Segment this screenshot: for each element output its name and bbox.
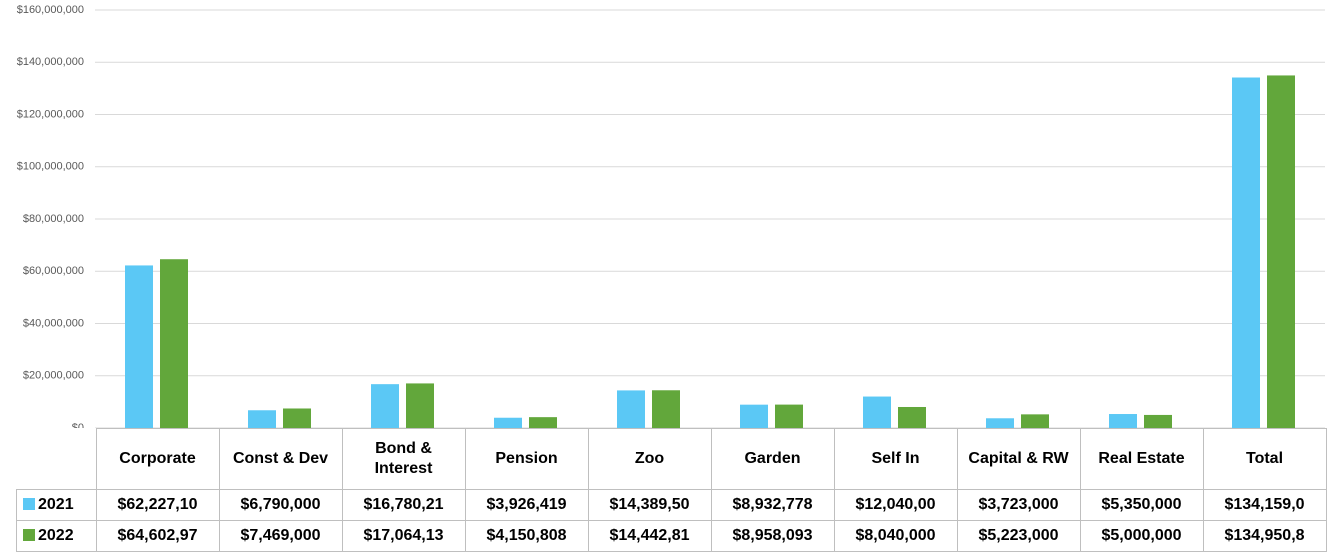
bar xyxy=(863,396,891,428)
bar xyxy=(1021,414,1049,428)
value-cell: $16,780,21 xyxy=(341,489,466,521)
bar xyxy=(529,417,557,428)
bar xyxy=(1144,414,1172,428)
corner xyxy=(16,428,97,490)
value-cell: $5,350,000 xyxy=(1079,489,1204,521)
value-cell: $5,000,000 xyxy=(1079,520,1204,552)
legend-cell: 2022 xyxy=(16,520,97,552)
value-cell: $17,064,13 xyxy=(341,520,466,552)
bar xyxy=(898,406,926,428)
data-table: Corporate Const & Dev Bond & Interest Pensi… xyxy=(16,428,1327,552)
bar xyxy=(125,265,153,428)
chart: $0 $20,000,000 $40,000,000 $60,000,000 $80,0… xyxy=(17,4,1325,428)
value-cell: $7,469,000 xyxy=(218,520,343,552)
y-tick-label: $0 xyxy=(72,422,84,428)
y-tick-label: $160,000,000 xyxy=(17,4,84,16)
header-row: Corporate Const & Dev Bond & Interest Pensi… xyxy=(16,428,1327,490)
legend-swatch xyxy=(23,498,35,510)
bar xyxy=(371,384,399,428)
legend-cell: 2021 xyxy=(16,489,97,521)
value-cell: $64,602,97 xyxy=(95,520,220,552)
value-cell: $3,723,000 xyxy=(956,489,1081,521)
bar xyxy=(1267,75,1295,428)
category-label: Pension xyxy=(464,428,589,490)
category-label: Self In xyxy=(833,428,958,490)
value-cell: $134,159,0 xyxy=(1202,489,1327,521)
bar xyxy=(406,383,434,428)
category-label: Const & Dev xyxy=(218,428,343,490)
value-cell: $14,442,81 xyxy=(587,520,712,552)
category-label: Zoo xyxy=(587,428,712,490)
bar xyxy=(775,404,803,428)
bar xyxy=(652,390,680,428)
bar xyxy=(160,259,188,428)
y-tick-label: $20,000,000 xyxy=(23,370,84,382)
value-cell: $5,223,000 xyxy=(956,520,1081,552)
bar xyxy=(1232,77,1260,428)
value-cell: $8,932,778 xyxy=(710,489,835,521)
value-cell: $134,950,8 xyxy=(1202,520,1327,552)
bar xyxy=(283,408,311,428)
value-cell: $3,926,419 xyxy=(464,489,589,521)
category-label: Real Estate xyxy=(1079,428,1204,490)
legend-label: 2022 xyxy=(38,527,74,544)
y-tick-label: $60,000,000 xyxy=(23,265,84,277)
category-label: Bond & Interest xyxy=(341,428,466,490)
value-cell: $62,227,10 xyxy=(95,489,220,521)
value-cell: $6,790,000 xyxy=(218,489,343,521)
category-label: Corporate xyxy=(95,428,220,490)
value-cell: $8,040,000 xyxy=(833,520,958,552)
category-label: Garden xyxy=(710,428,835,490)
y-tick-label: $120,000,000 xyxy=(17,108,84,120)
y-tick-label: $140,000,000 xyxy=(17,56,84,68)
category-label: Capital & RW xyxy=(956,428,1081,490)
bar xyxy=(740,404,768,428)
series-row: 2022 $64,602,97 $7,469,000 $17,064,13 $4,150… xyxy=(16,520,1327,552)
legend-swatch xyxy=(23,529,35,541)
value-cell: $4,150,808 xyxy=(464,520,589,552)
legend-label: 2021 xyxy=(38,496,74,513)
bar xyxy=(1109,414,1137,428)
bar xyxy=(494,417,522,428)
series-row: 2021 $62,227,10 $6,790,000 $16,780,21 $3,926… xyxy=(16,489,1327,521)
bar xyxy=(617,390,645,428)
value-cell: $8,958,093 xyxy=(710,520,835,552)
value-cell: $14,389,50 xyxy=(587,489,712,521)
y-tick-label: $40,000,000 xyxy=(23,317,84,329)
y-tick-label: $100,000,000 xyxy=(17,161,84,173)
bar xyxy=(248,410,276,428)
category-label: Total xyxy=(1202,428,1327,490)
value-cell: $12,040,00 xyxy=(833,489,958,521)
bar xyxy=(986,418,1014,428)
y-tick-label: $80,000,000 xyxy=(23,213,84,225)
